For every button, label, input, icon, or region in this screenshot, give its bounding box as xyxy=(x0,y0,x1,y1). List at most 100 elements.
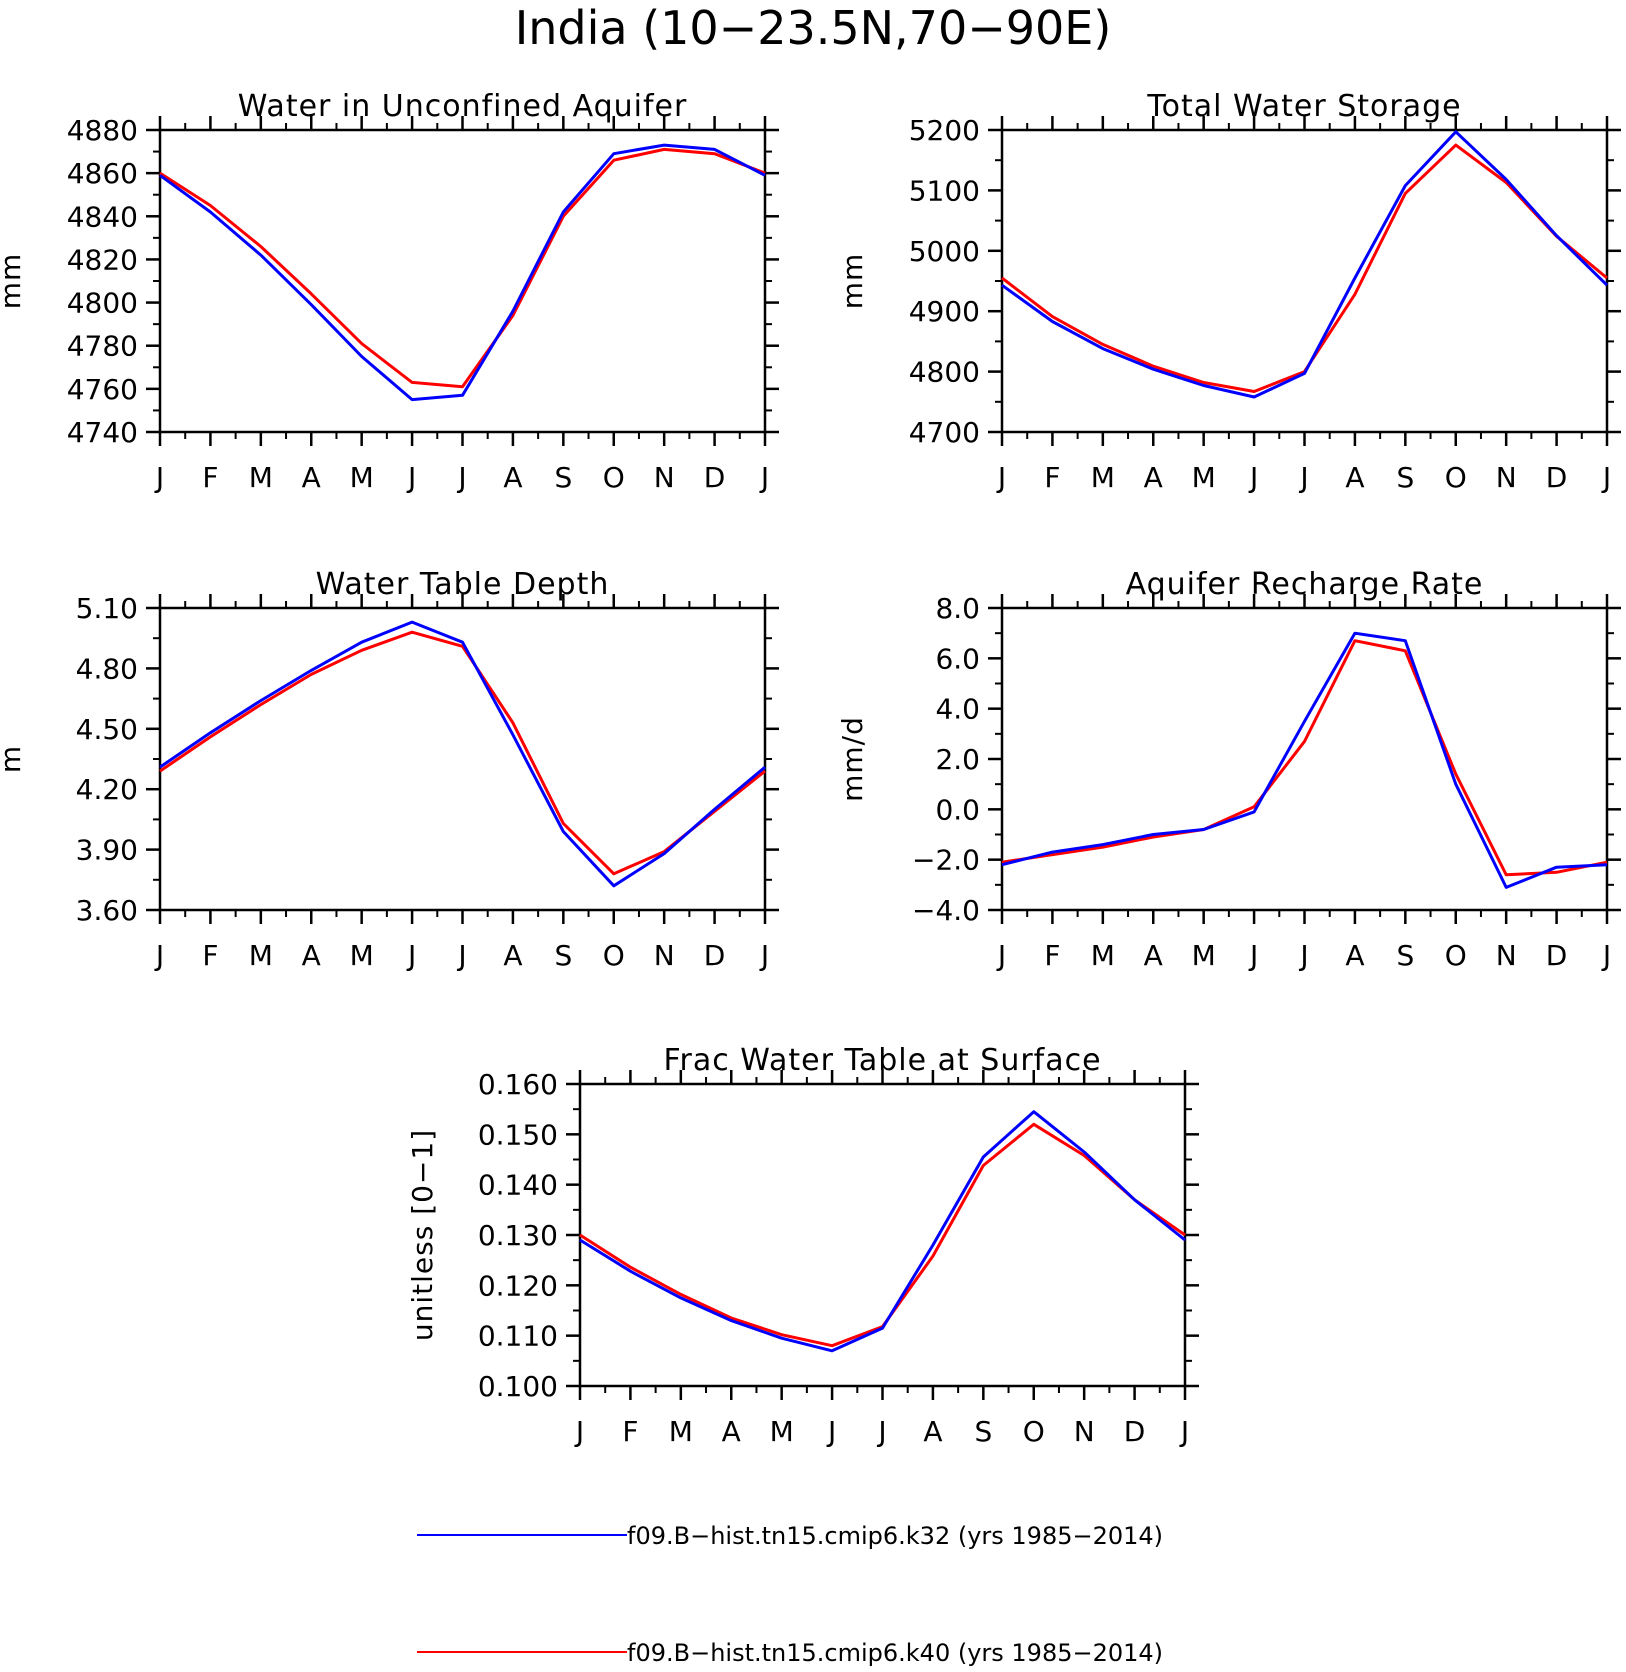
y-tick-label: 0.0 xyxy=(935,793,980,826)
series-line-k32 xyxy=(1001,631,1608,889)
y-tick-label: 4.0 xyxy=(935,693,980,726)
x-tick-label: F xyxy=(1044,939,1060,972)
x-tick-label: A xyxy=(503,939,522,972)
x-tick-label: S xyxy=(1396,939,1414,972)
y-tick-label: 4.80 xyxy=(76,652,138,685)
series-line-k40 xyxy=(579,1122,1186,1348)
y-tick-label: 8.0 xyxy=(935,592,980,625)
series-line-k40 xyxy=(1001,639,1608,877)
figure-title: India (10−23.5N,70−90E) xyxy=(515,1,1112,55)
y-tick-label: 0.110 xyxy=(478,1320,558,1353)
x-tick-label: S xyxy=(1396,461,1414,494)
x-tick-label: J xyxy=(574,1415,584,1448)
series-line-k40 xyxy=(159,147,766,389)
x-tick-label: F xyxy=(622,1415,638,1448)
x-tick-label: J xyxy=(1248,939,1258,972)
series-line-k32 xyxy=(1001,130,1609,399)
x-tick-label: M xyxy=(770,1415,794,1448)
y-tick-label: 4740 xyxy=(67,416,138,449)
x-tick-label: M xyxy=(1091,939,1115,972)
x-tick-label: J xyxy=(1601,461,1611,494)
x-tick-label: D xyxy=(704,939,726,972)
x-tick-label: M xyxy=(350,939,374,972)
x-tick-label: D xyxy=(1546,939,1568,972)
x-tick-label: J xyxy=(406,939,416,972)
x-tick-label: O xyxy=(603,939,625,972)
y-tick-label: 0.150 xyxy=(478,1118,558,1151)
x-tick-label: N xyxy=(1074,1415,1095,1448)
y-tick-label: −4.0 xyxy=(912,894,980,927)
x-tick-label: J xyxy=(759,939,769,972)
x-tick-label: F xyxy=(1044,461,1060,494)
x-tick-label: N xyxy=(1496,939,1517,972)
x-tick-label: J xyxy=(154,939,164,972)
x-tick-label: M xyxy=(669,1415,693,1448)
x-tick-label: O xyxy=(603,461,625,494)
y-tick-label: 3.90 xyxy=(76,834,138,867)
x-tick-label: J xyxy=(456,939,466,972)
x-tick-label: S xyxy=(974,1415,992,1448)
x-tick-label: M xyxy=(1091,461,1115,494)
y-tick-label: 4780 xyxy=(67,330,138,363)
series-line-k40 xyxy=(1001,143,1608,393)
y-tick-label: 0.100 xyxy=(478,1370,558,1403)
y-tick-label: 4840 xyxy=(67,200,138,233)
y-tick-label: 4900 xyxy=(909,295,980,328)
x-tick-label: O xyxy=(1445,461,1467,494)
x-tick-label: M xyxy=(249,461,273,494)
x-tick-label: F xyxy=(202,939,218,972)
y-tick-label: 6.0 xyxy=(935,642,980,675)
y-tick-label: 4800 xyxy=(909,356,980,389)
y-tick-label: 4860 xyxy=(67,157,138,190)
plot-frame xyxy=(1000,128,1609,434)
x-tick-label: J xyxy=(996,461,1006,494)
series-line-k32 xyxy=(159,143,766,402)
x-tick-label: S xyxy=(554,939,572,972)
x-tick-label: A xyxy=(302,461,321,494)
y-tick-label: 4820 xyxy=(67,243,138,276)
x-tick-label: N xyxy=(654,939,675,972)
y-tick-label: −2.0 xyxy=(912,844,980,877)
x-tick-label: D xyxy=(1124,1415,1146,1448)
y-tick-label: 2.0 xyxy=(935,743,980,776)
y-tick-label: 0.130 xyxy=(478,1219,558,1252)
plot-frame xyxy=(158,606,767,912)
x-tick-label: A xyxy=(923,1415,942,1448)
x-tick-label: D xyxy=(1546,461,1568,494)
y-tick-label: 4.50 xyxy=(76,713,138,746)
y-axis-label: mm xyxy=(0,253,27,310)
y-tick-label: 4.20 xyxy=(76,773,138,806)
x-tick-label: A xyxy=(503,461,522,494)
x-tick-label: S xyxy=(554,461,572,494)
x-tick-label: O xyxy=(1445,939,1467,972)
x-tick-label: J xyxy=(876,1415,886,1448)
y-tick-label: 3.60 xyxy=(76,894,138,927)
x-tick-label: M xyxy=(1192,461,1216,494)
x-tick-label: A xyxy=(1144,939,1163,972)
x-tick-label: A xyxy=(1144,461,1163,494)
x-tick-label: M xyxy=(1192,939,1216,972)
legend-label-k40: f09.B−hist.tn15.cmip6.k40 (yrs 1985−2014… xyxy=(627,1639,1163,1667)
y-tick-label: 0.160 xyxy=(478,1068,558,1101)
y-axis-label: m xyxy=(0,745,27,773)
x-tick-label: J xyxy=(1601,939,1611,972)
x-tick-label: J xyxy=(1179,1415,1189,1448)
x-tick-label: D xyxy=(704,461,726,494)
x-tick-label: O xyxy=(1023,1415,1045,1448)
plot-frame xyxy=(1000,606,1609,912)
series-line-k32 xyxy=(579,1110,1186,1353)
x-tick-label: A xyxy=(1345,461,1364,494)
x-tick-label: N xyxy=(1496,461,1517,494)
x-tick-label: J xyxy=(759,461,769,494)
x-tick-label: J xyxy=(406,461,416,494)
legend: f09.B−hist.tn15.cmip6.k32 (yrs 1985−2014… xyxy=(417,1522,1163,1667)
x-tick-label: M xyxy=(249,939,273,972)
x-tick-label: J xyxy=(826,1415,836,1448)
x-tick-label: J xyxy=(1298,461,1308,494)
